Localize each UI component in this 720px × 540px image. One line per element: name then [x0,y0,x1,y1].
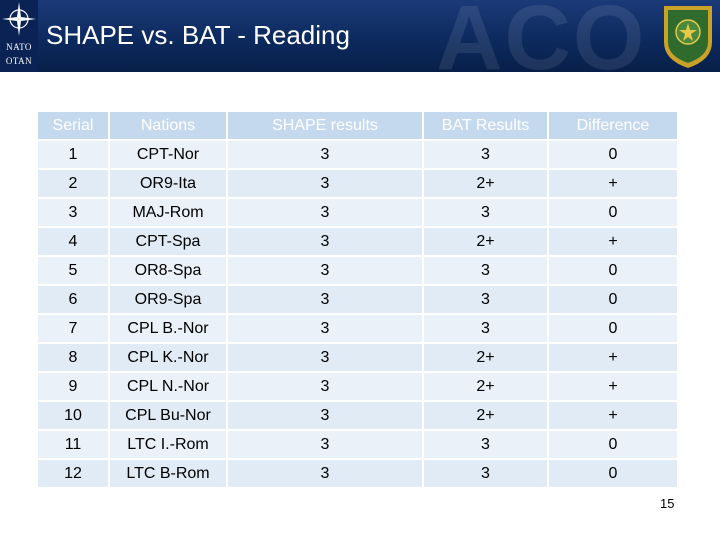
bat-result-cell: 3 [424,286,547,313]
shape-result-cell: 3 [228,286,422,313]
table-row: 2 OR9-Ita 3 2+ + [38,170,677,197]
difference-cell: 0 [549,141,677,168]
shape-result-cell: 3 [228,315,422,342]
serial-cell: 6 [38,286,108,313]
difference-cell: 0 [549,199,677,226]
bat-result-cell: 2+ [424,170,547,197]
table-header-row: Serial Nations SHAPE results BAT Results… [38,112,677,139]
serial-cell: 1 [38,141,108,168]
serial-cell: 12 [38,460,108,487]
bat-result-cell: 3 [424,141,547,168]
bat-result-cell: 3 [424,315,547,342]
nato-compass-star-icon [2,2,36,36]
bat-result-cell: 3 [424,460,547,487]
column-header-difference: Difference [549,112,677,139]
difference-cell: 0 [549,257,677,284]
serial-cell: 2 [38,170,108,197]
table-row: 11 LTC I.-Rom 3 3 0 [38,431,677,458]
title-banner: ACO NATO OTAN SHAPE vs. BAT - Reading [0,0,720,72]
serial-cell: 3 [38,199,108,226]
nation-cell: CPT-Nor [110,141,226,168]
shape-result-cell: 3 [228,344,422,371]
difference-cell: 0 [549,315,677,342]
table-row: 10 CPL Bu-Nor 3 2+ + [38,402,677,429]
shape-result-cell: 3 [228,431,422,458]
column-header-bat-results: BAT Results [424,112,547,139]
table-row: 6 OR9-Spa 3 3 0 [38,286,677,313]
bat-result-cell: 2+ [424,373,547,400]
table-row: 9 CPL N.-Nor 3 2+ + [38,373,677,400]
nation-cell: CPT-Spa [110,228,226,255]
nation-cell: OR9-Spa [110,286,226,313]
table-body: 1 CPT-Nor 3 3 0 2 OR9-Ita 3 2+ +3 MAJ-Rom 3 3 0 4 CPT-S… [38,141,677,487]
shape-result-cell: 3 [228,141,422,168]
nato-logo-text: NATO [6,42,32,52]
difference-cell: + [549,170,677,197]
serial-cell: 8 [38,344,108,371]
nation-cell: OR8-Spa [110,257,226,284]
page-title: SHAPE vs. BAT - Reading [46,20,350,50]
table-row: 3 MAJ-Rom 3 3 0 [38,199,677,226]
table-row: 7 CPL B.-Nor 3 3 0 [38,315,677,342]
column-header-nations: Nations [110,112,226,139]
results-table-container: Serial Nations SHAPE results BAT Results… [36,110,679,489]
nato-logo: NATO OTAN [0,0,38,72]
difference-cell: + [549,402,677,429]
nation-cell: CPL Bu-Nor [110,402,226,429]
difference-cell: + [549,228,677,255]
shape-result-cell: 3 [228,460,422,487]
serial-cell: 9 [38,373,108,400]
nation-cell: CPL B.-Nor [110,315,226,342]
nation-cell: OR9-Ita [110,170,226,197]
difference-cell: 0 [549,460,677,487]
shape-result-cell: 3 [228,199,422,226]
table-row: 8 CPL K.-Nor 3 2+ + [38,344,677,371]
bat-result-cell: 2+ [424,228,547,255]
table-row: 12 LTC B-Rom 3 3 0 [38,460,677,487]
bat-result-cell: 3 [424,199,547,226]
bat-result-cell: 2+ [424,344,547,371]
otan-logo-text: OTAN [5,56,33,66]
difference-cell: + [549,373,677,400]
shape-result-cell: 3 [228,373,422,400]
table-row: 5 OR8-Spa 3 3 0 [38,257,677,284]
serial-cell: 4 [38,228,108,255]
difference-cell: 0 [549,286,677,313]
bat-result-cell: 3 [424,257,547,284]
serial-cell: 7 [38,315,108,342]
aco-crest-icon [664,6,712,68]
difference-cell: + [549,344,677,371]
shape-result-cell: 3 [228,257,422,284]
bat-result-cell: 3 [424,431,547,458]
column-header-shape-results: SHAPE results [228,112,422,139]
nation-cell: CPL N.-Nor [110,373,226,400]
column-header-serial: Serial [38,112,108,139]
serial-cell: 5 [38,257,108,284]
table-row: 1 CPT-Nor 3 3 0 [38,141,677,168]
nation-cell: CPL K.-Nor [110,344,226,371]
results-table: Serial Nations SHAPE results BAT Results… [36,110,679,489]
nation-cell: LTC I.-Rom [110,431,226,458]
bat-result-cell: 2+ [424,402,547,429]
shape-result-cell: 3 [228,170,422,197]
difference-cell: 0 [549,431,677,458]
shape-result-cell: 3 [228,402,422,429]
nation-cell: MAJ-Rom [110,199,226,226]
serial-cell: 10 [38,402,108,429]
table-row: 4 CPT-Spa 3 2+ + [38,228,677,255]
serial-cell: 11 [38,431,108,458]
aco-watermark: ACO [436,0,647,72]
shape-result-cell: 3 [228,228,422,255]
page-number: 15 [660,496,675,511]
nation-cell: LTC B-Rom [110,460,226,487]
